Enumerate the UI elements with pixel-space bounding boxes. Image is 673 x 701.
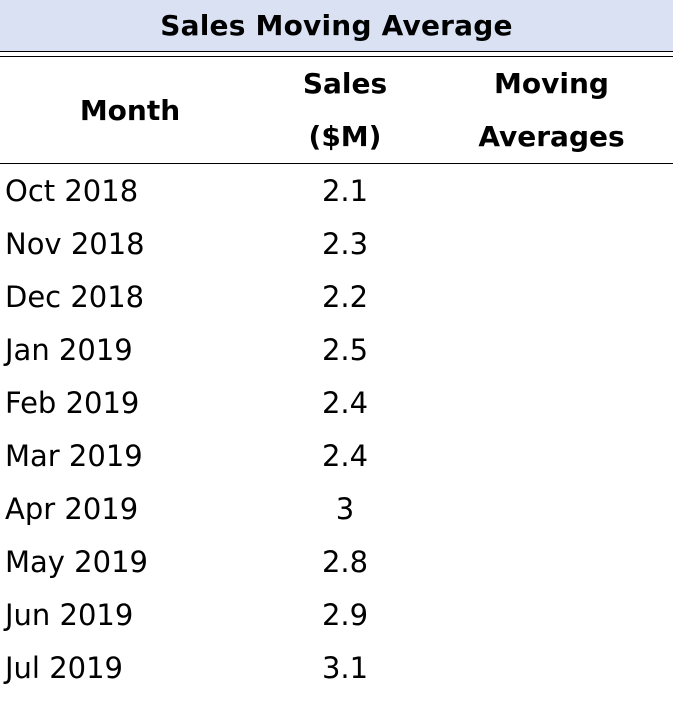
header-row: Month Sales ($M) Moving Averages (0, 57, 673, 163)
cell-month: Jun 2019 (5, 598, 134, 632)
table-row: Dec 2018 2.2 (0, 271, 673, 324)
cell-sales: 2.2 (321, 280, 369, 314)
table-row: Jun 2019 2.9 (0, 589, 673, 642)
header-ma-line2: Averages (478, 120, 625, 153)
cell-month: Jul 2019 (5, 651, 124, 685)
cell-sales: 2.9 (321, 598, 369, 632)
cell-month: Feb 2019 (5, 386, 140, 420)
cell-moving-average (430, 430, 673, 483)
header-month-label: Month (79, 93, 181, 127)
cell-sales: 2.5 (321, 333, 369, 367)
header-sales: Sales ($M) (260, 57, 430, 163)
cell-moving-average (430, 642, 673, 695)
cell-month: Mar 2019 (5, 439, 143, 473)
cell-moving-average (430, 483, 673, 536)
cell-month: May 2019 (5, 545, 148, 579)
cell-month: Nov 2018 (5, 227, 145, 261)
cell-sales: 2.8 (321, 545, 369, 579)
cell-sales: 2.4 (321, 439, 369, 473)
header-sales-line1: Sales (302, 67, 388, 100)
cell-month: Dec 2018 (5, 280, 145, 314)
header-sales-line2: ($M) (308, 120, 382, 153)
cell-moving-average (430, 271, 673, 324)
cell-month: Oct 2018 (5, 174, 139, 208)
cell-moving-average (430, 165, 673, 218)
cell-month: Jan 2019 (5, 333, 133, 367)
table-row: Nov 2018 2.3 (0, 218, 673, 271)
cell-sales: 2.3 (321, 227, 369, 261)
cell-moving-average (430, 377, 673, 430)
title-double-rule (0, 51, 673, 57)
header-bottom-rule (0, 163, 673, 164)
cell-month: Apr 2019 (5, 492, 139, 526)
table-row: Oct 2018 2.1 (0, 165, 673, 218)
cell-moving-average (430, 589, 673, 642)
cell-sales: 3.1 (321, 651, 369, 685)
table-row: Mar 2019 2.4 (0, 430, 673, 483)
header-ma-line1: Moving (494, 67, 609, 100)
cell-sales: 3 (335, 492, 355, 526)
cell-sales: 2.1 (321, 174, 369, 208)
header-month: Month (0, 57, 260, 163)
table-row: May 2019 2.8 (0, 536, 673, 589)
table-body: Oct 2018 2.1 Nov 2018 2.3 Dec 2018 2.2 J… (0, 165, 673, 695)
table-row: Apr 2019 3 (0, 483, 673, 536)
cell-moving-average (430, 536, 673, 589)
table-title: Sales Moving Average (0, 0, 673, 51)
table-row: Jul 2019 3.1 (0, 642, 673, 695)
cell-moving-average (430, 324, 673, 377)
table-row: Feb 2019 2.4 (0, 377, 673, 430)
header-moving-averages: Moving Averages (430, 57, 673, 163)
table-row: Jan 2019 2.5 (0, 324, 673, 377)
cell-moving-average (430, 218, 673, 271)
cell-sales: 2.4 (321, 386, 369, 420)
